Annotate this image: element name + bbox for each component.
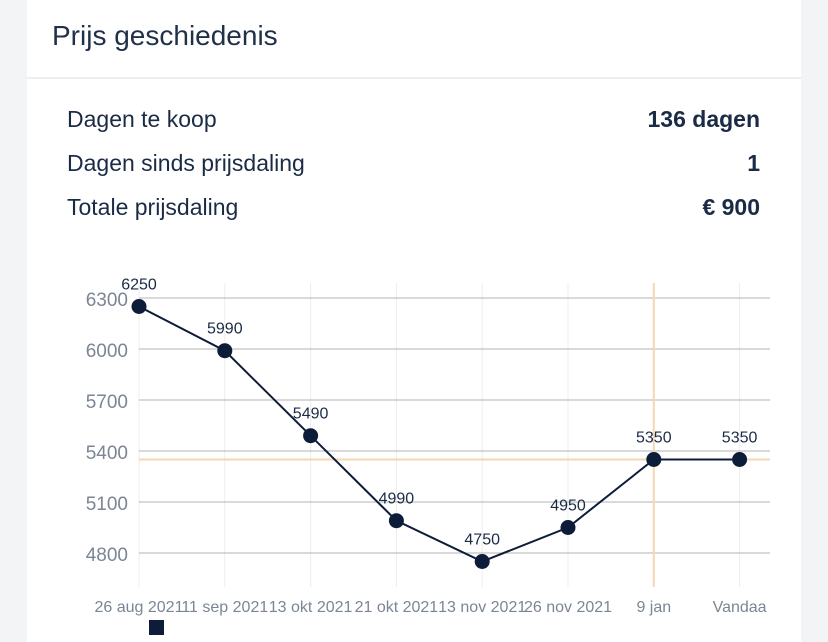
data-point (388, 513, 404, 529)
x-tick-label: 9 jan (636, 599, 671, 616)
data-label: 4950 (550, 498, 586, 515)
data-point (732, 452, 748, 467)
y-tick-label: 6000 (86, 341, 128, 362)
stat-label: Totale prijsdaling (67, 194, 239, 220)
series-line (138, 305, 740, 563)
x-tick-label: 26 aug 2021 (95, 599, 184, 616)
data-point (217, 343, 233, 359)
price-history-card: Prijs geschiedenis Dagen te koop 136 dag… (27, 0, 801, 642)
stat-label: Dagen sinds prijsdaling (67, 150, 305, 176)
x-tick-label: 21 okt 2021 (355, 599, 439, 616)
stat-label: Dagen te koop (67, 106, 217, 132)
data-label: 5490 (293, 406, 329, 423)
data-label: 4990 (379, 491, 415, 508)
data-point (303, 428, 319, 444)
y-tick-label: 5700 (86, 392, 128, 413)
data-point (474, 554, 490, 569)
y-tick-label: 4800 (86, 545, 128, 566)
stat-row-days-since-price-drop: Dagen sinds prijsdaling 1 (67, 150, 760, 194)
data-point (560, 520, 576, 535)
square-marker-icon[interactable] (149, 620, 164, 635)
y-tick-label: 5100 (86, 494, 128, 515)
stats-list: Dagen te koop 136 dagen Dagen sinds prij… (67, 106, 760, 238)
x-tick-label: 13 nov 2021 (438, 599, 526, 616)
data-point (646, 452, 662, 467)
stat-row-days-for-sale: Dagen te koop 136 dagen (67, 106, 760, 150)
data-label: 5990 (207, 321, 243, 338)
stat-value: 1 (747, 150, 760, 176)
x-tick-label: 11 sep 2021 (181, 599, 268, 616)
stat-row-total-price-drop: Totale prijsdaling € 900 (67, 194, 760, 238)
x-tick-label: 26 nov 2021 (524, 599, 612, 616)
stat-value: 136 dagen (647, 106, 761, 132)
data-label: 5350 (722, 430, 758, 447)
card-title: Prijs geschiedenis (52, 20, 278, 51)
data-label: 6250 (121, 277, 157, 294)
data-label: 5350 (636, 430, 672, 447)
y-tick-label: 5400 (86, 443, 128, 464)
x-tick-label: Vandaa (713, 599, 767, 616)
data-label: 4750 (464, 532, 500, 549)
x-tick-label: 13 okt 2021 (269, 599, 353, 616)
y-tick-label: 6300 (86, 290, 128, 311)
card-header: Prijs geschiedenis (27, 0, 801, 79)
stat-value: € 900 (702, 194, 760, 220)
data-point (131, 299, 147, 314)
